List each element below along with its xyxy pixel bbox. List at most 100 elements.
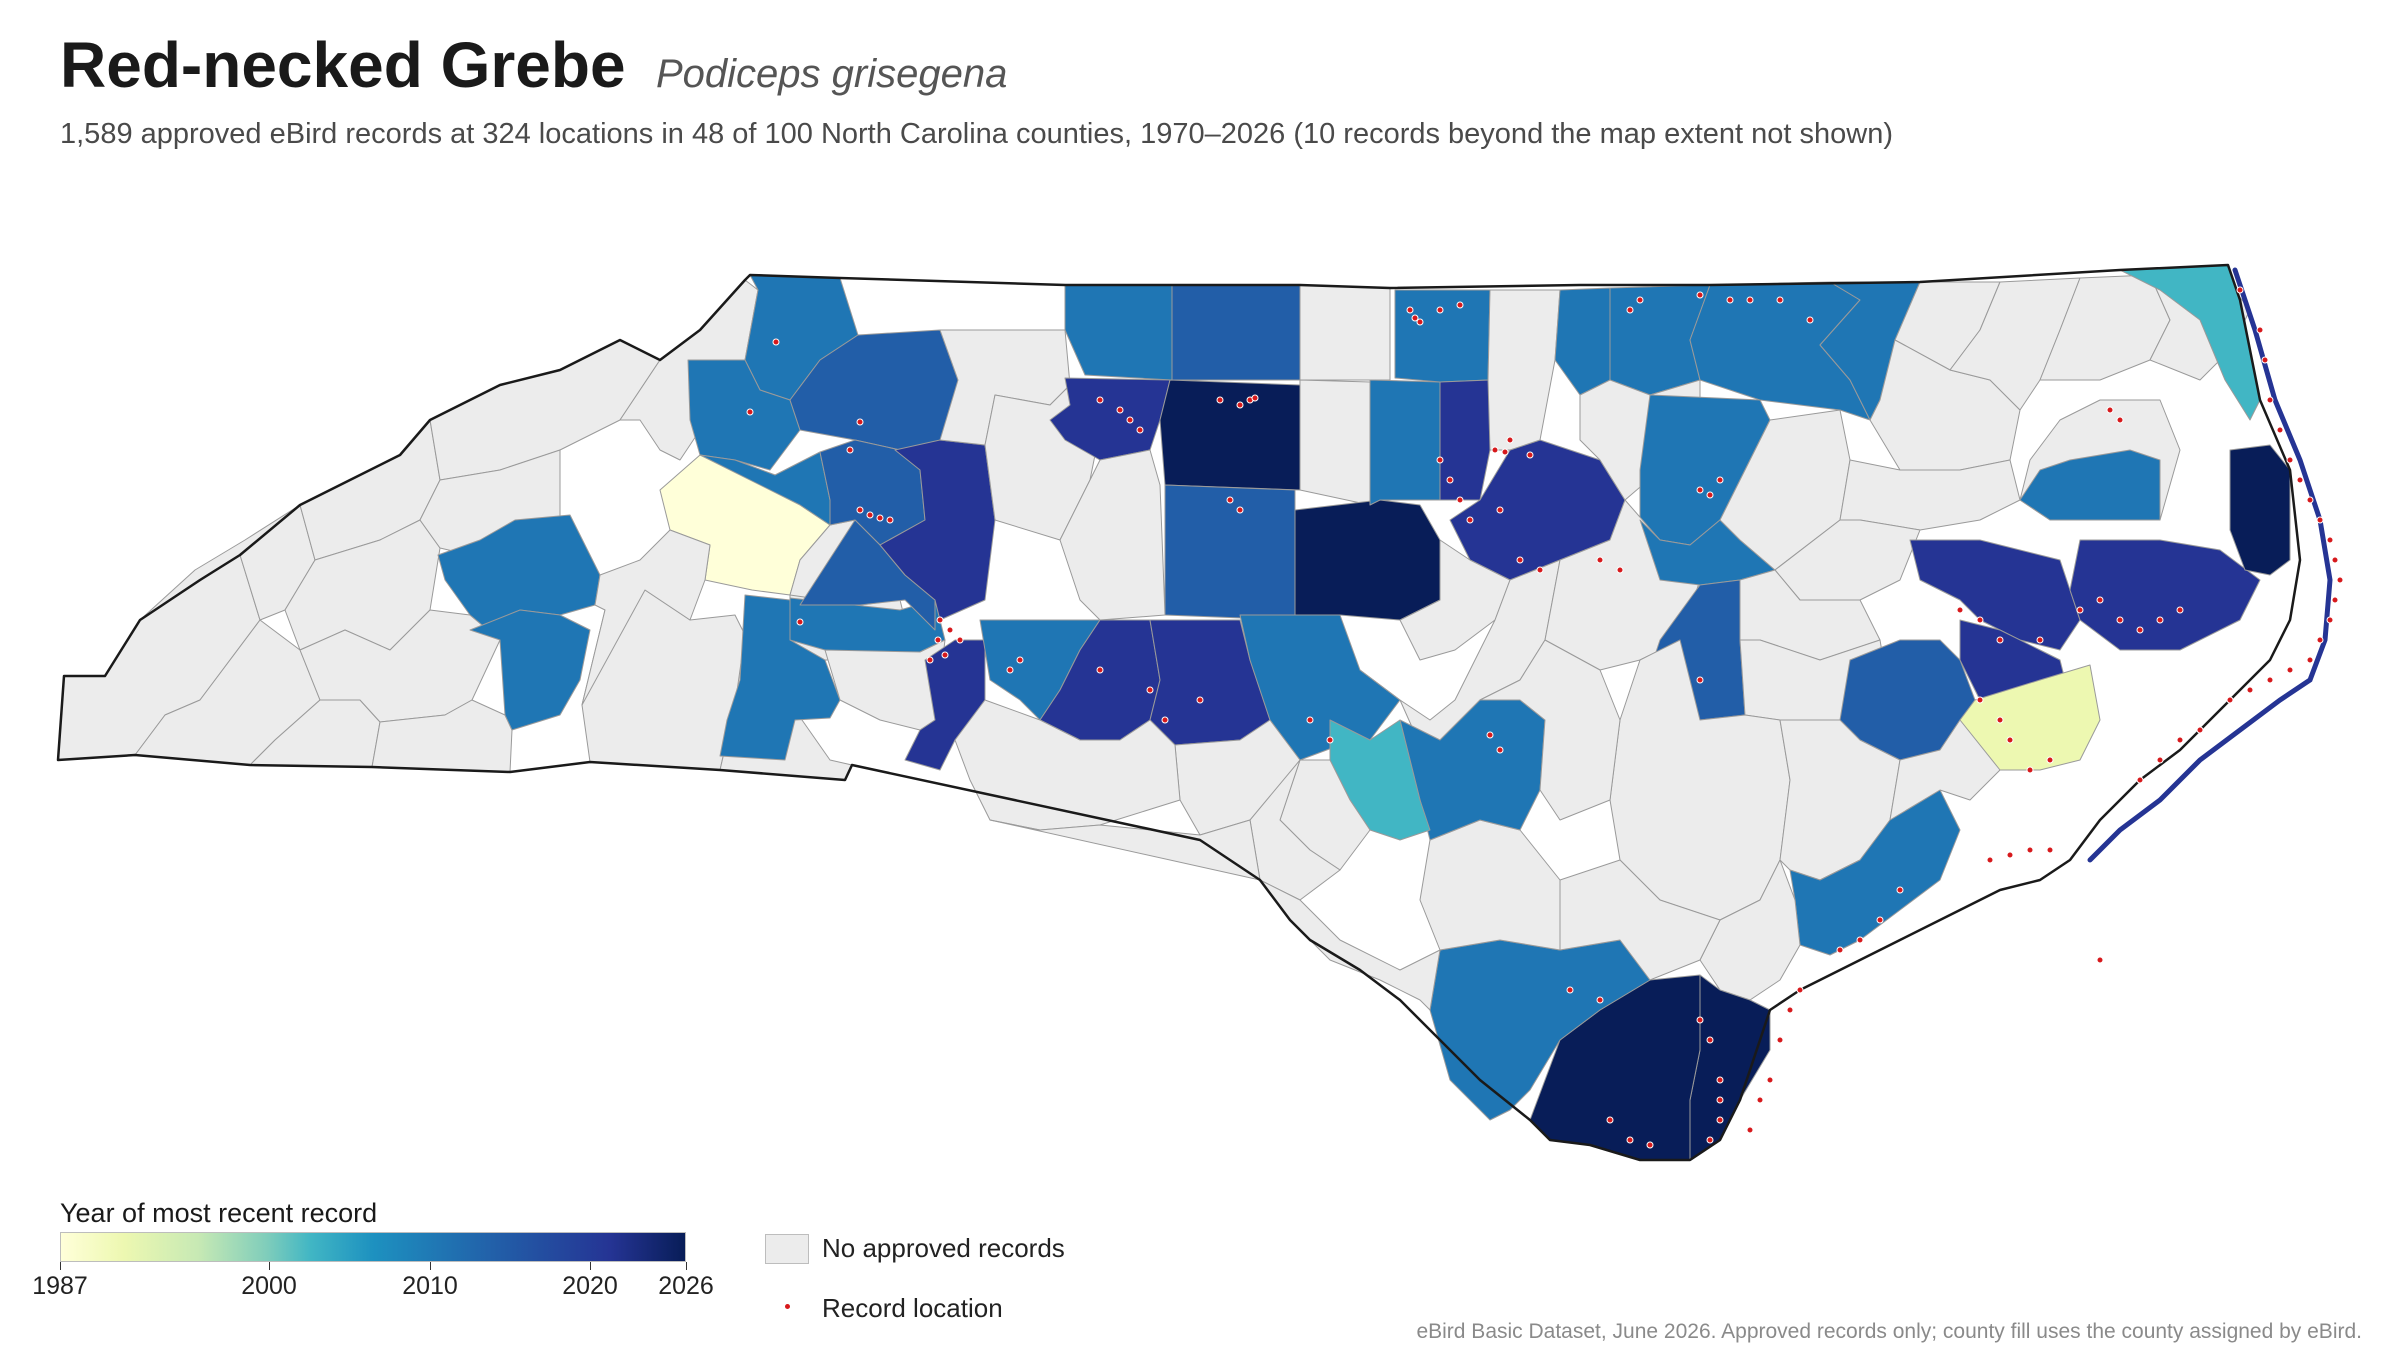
county-vance-blue xyxy=(1554,287,1611,396)
record-dot xyxy=(1976,696,1984,704)
no-records-label: No approved records xyxy=(822,1233,1065,1263)
record-dot xyxy=(2036,636,2044,644)
record-dot xyxy=(1236,506,1244,514)
county-davidson xyxy=(1164,484,1296,621)
record-dot xyxy=(746,408,754,416)
record-dot xyxy=(1616,566,1624,574)
county-rowan-gray xyxy=(1059,449,1166,621)
record-dot xyxy=(946,626,954,634)
record-dot xyxy=(1746,1126,1754,1134)
record-dot xyxy=(1096,396,1104,404)
record-dot xyxy=(2136,776,2144,784)
record-dot xyxy=(1436,306,1444,314)
record-dot xyxy=(1746,296,1754,304)
record-dot xyxy=(1646,1141,1654,1149)
record-dot xyxy=(1766,1076,1774,1084)
record-dot xyxy=(2286,666,2294,674)
county-layer xyxy=(57,264,2291,1161)
record-dot xyxy=(2006,736,2014,744)
record-dot xyxy=(1496,746,1504,754)
record-dot xyxy=(1836,946,1844,954)
county-bertie-gray xyxy=(1869,339,2021,471)
record-dot xyxy=(2266,396,2274,404)
record-dot xyxy=(1016,656,1024,664)
county-orange-blue xyxy=(1369,379,1441,506)
record-dot xyxy=(2266,676,2274,684)
county-hyde xyxy=(2069,539,2261,651)
legend-title: Year of most recent record xyxy=(60,1198,378,1228)
year-colorbar xyxy=(60,1232,686,1262)
record-dot xyxy=(1706,1136,1714,1144)
tick-2026 xyxy=(686,1262,687,1270)
record-dot xyxy=(1776,1036,1784,1044)
county-beaufort xyxy=(1909,539,2081,651)
record-dot xyxy=(2331,556,2339,564)
no-records-swatch xyxy=(765,1234,809,1264)
record-dot xyxy=(1486,731,1494,739)
record-dot xyxy=(1116,406,1124,414)
county-new-hanover xyxy=(1689,974,1771,1161)
tick-2000 xyxy=(269,1262,270,1270)
record-dot xyxy=(1226,496,1234,504)
record-dot xyxy=(1516,556,1524,564)
tick-label-1987: 1987 xyxy=(32,1272,88,1300)
record-dot xyxy=(1251,394,1259,402)
record-dot xyxy=(2026,766,2034,774)
record-dot xyxy=(1456,301,1464,309)
record-dot xyxy=(1996,636,2004,644)
record-dot xyxy=(1876,916,1884,924)
record-dot xyxy=(1796,986,1804,994)
record-dot xyxy=(2286,456,2294,464)
county-harnett-gray xyxy=(1479,639,1621,821)
record-dot xyxy=(1996,716,2004,724)
record-dot xyxy=(1526,451,1534,459)
record-dot xyxy=(2316,516,2324,524)
record-dot xyxy=(2116,416,2124,424)
record-dot xyxy=(1136,426,1144,434)
record-dot xyxy=(1716,1096,1724,1104)
tick-label-2020: 2020 xyxy=(562,1272,618,1300)
record-dot xyxy=(856,418,864,426)
county-mecklenburg xyxy=(904,639,986,771)
record-dot xyxy=(2096,956,2104,964)
record-dot xyxy=(1491,446,1499,454)
county-jones-gray xyxy=(1889,719,2001,821)
tick-label-2010: 2010 xyxy=(402,1272,458,1300)
county-granville xyxy=(1439,379,1491,501)
map-subtitle: 1,589 approved eBird records at 324 loca… xyxy=(60,118,1894,150)
record-location-swatch xyxy=(785,1304,790,1309)
county-guilford xyxy=(1159,379,1301,491)
record-dot xyxy=(1536,566,1544,574)
record-dot xyxy=(2176,736,2184,744)
record-dot xyxy=(2046,756,2054,764)
record-dot xyxy=(2076,606,2084,614)
record-dot xyxy=(1776,296,1784,304)
record-dot xyxy=(941,651,949,659)
record-dot xyxy=(1596,556,1604,564)
record-dot xyxy=(2306,496,2314,504)
record-dot xyxy=(2276,426,2284,434)
source-note: eBird Basic Dataset, June 2026. Approved… xyxy=(1416,1320,2362,1343)
record-dot xyxy=(1161,716,1169,724)
record-dot xyxy=(2156,756,2164,764)
county-bladen-gray xyxy=(1559,859,1721,981)
county-stokes xyxy=(1171,284,1301,381)
record-dot xyxy=(2256,326,2264,334)
scientific-name: Podiceps grisegena xyxy=(655,52,1008,96)
record-dot xyxy=(1636,296,1644,304)
county-martin-gray xyxy=(1839,459,2021,531)
record-dot xyxy=(2246,686,2254,694)
record-dot xyxy=(2026,846,2034,854)
record-dot xyxy=(1446,476,1454,484)
record-dot xyxy=(2116,616,2124,624)
record-dot xyxy=(1326,736,1334,744)
record-dot xyxy=(1236,401,1244,409)
tick-1987 xyxy=(60,1262,61,1270)
record-dot xyxy=(926,656,934,664)
record-dot xyxy=(1501,448,1509,456)
record-dot xyxy=(1416,318,1424,326)
record-dot xyxy=(1786,1006,1794,1014)
record-dot xyxy=(1456,496,1464,504)
record-dot xyxy=(1706,491,1714,499)
